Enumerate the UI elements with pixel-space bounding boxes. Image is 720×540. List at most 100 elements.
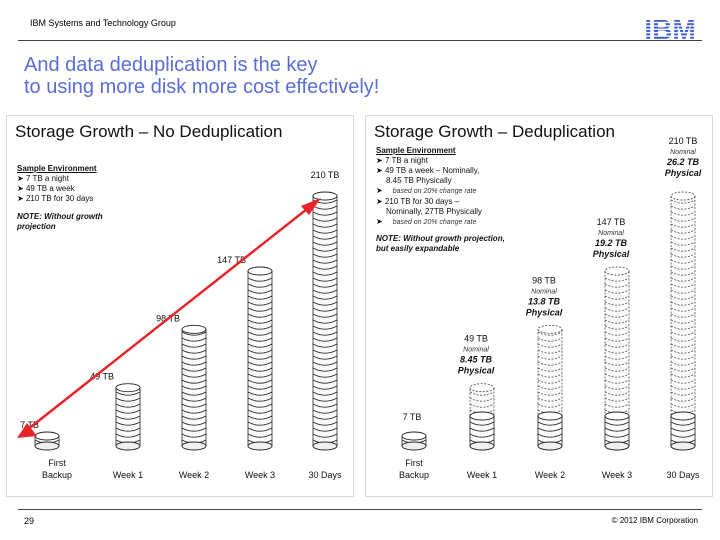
chart-no-dedup: Storage Growth – No Deduplication Sample…	[6, 115, 354, 497]
disk-stack-4-disk-ring	[312, 349, 338, 354]
growth-arrow-tail	[17, 423, 37, 438]
disk-stack-nominal-3-disk-ring	[604, 379, 630, 384]
disk-stack-physical-1-disk-ring	[469, 433, 495, 438]
ibm-logo: IBM	[644, 14, 695, 43]
disk-stack-nominal-3-disk-ring	[604, 331, 630, 336]
disk-stack-nominal-4-disk-ring	[670, 271, 696, 276]
x-tick-label: Week 2	[179, 470, 209, 480]
disk-stack-4-disk-ring	[312, 385, 338, 390]
disk-stack-3-disk-ring	[247, 403, 273, 408]
disk-stack-physical-2-disk-ring	[537, 421, 563, 426]
disk-stack-physical-4-base	[670, 441, 696, 451]
page-number: 29	[24, 516, 35, 526]
disk-stack-nominal-2-disk-ring	[537, 403, 563, 408]
disk-stack-3-disk-ring	[247, 343, 273, 348]
x-tick-label: First	[405, 458, 423, 468]
disk-stack-nominal-2-disk-ring	[537, 373, 563, 378]
x-tick-label: Week 2	[535, 470, 565, 480]
disk-stack-4-disk-ring	[312, 403, 338, 408]
physical-label: Physical	[458, 366, 495, 376]
disk-stack-nominal-4-disk-ring	[670, 211, 696, 216]
nominal-label: Nominal	[531, 288, 557, 295]
slide-headline: And data deduplication is the key to usi…	[24, 54, 379, 98]
disk-stack-3-disk-ring	[247, 421, 273, 426]
disk-stack-nominal-1-disk-ring	[469, 397, 495, 402]
disk-stack-nominal-4-disk-ring	[670, 403, 696, 408]
disk-stack-3-body	[247, 270, 273, 447]
disk-stack-4-disk-ring	[312, 253, 338, 258]
disk-stack-4-disk-ring	[312, 211, 338, 216]
x-tick-label: 30 Days	[308, 470, 342, 480]
disk-stack-physical-3-disk-ring	[604, 433, 630, 438]
disk-stack-4-disk-ring	[312, 241, 338, 246]
disk-stack-nominal-4-disk-ring	[670, 283, 696, 288]
disk-stack-nominal-4-disk-ring	[670, 379, 696, 384]
value-label: 147 TB	[597, 217, 626, 227]
disk-stack-1-top	[115, 383, 141, 393]
disk-stack-2-disk-ring	[181, 433, 207, 438]
disk-stack-physical-4-top	[670, 411, 696, 421]
disk-stack-1	[115, 383, 141, 451]
x-tick-label: Week 1	[113, 470, 143, 480]
disk-stack-physical-4-disk-ring	[670, 421, 696, 426]
disk-stack-2-disk-ring	[181, 367, 207, 372]
disk-stack-1-disk-ring	[115, 433, 141, 438]
disk-stack-3-disk-ring	[247, 397, 273, 402]
disk-stack-nominal-4	[670, 191, 696, 451]
disk-stack-physical-3-disk-ring	[604, 421, 630, 426]
disk-stack-nominal-4-disk-ring	[670, 223, 696, 228]
disk-stack-nominal-3-disk-ring	[604, 361, 630, 366]
disk-stack-4-disk-ring	[312, 433, 338, 438]
disk-stack-4-disk-ring	[312, 205, 338, 210]
disk-stack-2-disk-ring	[181, 379, 207, 384]
disk-stack-3	[247, 266, 273, 451]
disk-stack-4-disk-ring	[312, 421, 338, 426]
disk-stack-2	[181, 324, 207, 451]
sample-env-heading: Sample Environment	[17, 164, 97, 173]
disk-stack-2-disk-ring	[181, 343, 207, 348]
disk-stack-physical-1	[469, 411, 495, 451]
chart-title: Storage Growth – Deduplication	[374, 122, 615, 141]
disk-stack-nominal-4-disk-ring	[670, 277, 696, 282]
disk-stack-4-disk-ring	[312, 379, 338, 384]
disk-stack-2-disk-ring	[181, 421, 207, 426]
disk-stack-3-disk-ring	[247, 319, 273, 324]
disk-stack-physical-2	[537, 411, 563, 451]
disk-stack-nominal-4-disk-ring	[670, 235, 696, 240]
disk-stack-4-disk-ring	[312, 247, 338, 252]
x-tick-label: Week 3	[602, 470, 632, 480]
disk-stack-nominal-4-disk-ring	[670, 259, 696, 264]
disk-stack-4	[312, 191, 338, 451]
sample-env-subitem: ➤ based on 20% change rate	[376, 186, 477, 195]
disk-stack-physical-2-base	[537, 441, 563, 451]
header-group-label: IBM Systems and Technology Group	[30, 18, 176, 28]
disk-stack-2-disk-ring	[181, 373, 207, 378]
disk-stack-4-disk-ring	[312, 229, 338, 234]
disk-stack-0	[34, 431, 60, 451]
disk-stack-2-disk-ring	[181, 427, 207, 432]
disk-stack-nominal-4-disk-ring	[670, 199, 696, 204]
chart-dedup: Storage Growth – Deduplication Sample En…	[365, 115, 713, 497]
disk-stack-nominal-3-disk-ring	[604, 403, 630, 408]
disk-stack-3-disk-ring	[247, 289, 273, 294]
x-tick-label: Backup	[399, 470, 429, 480]
disk-stack-nominal-4-disk-ring	[670, 307, 696, 312]
disk-stack-nominal-4-disk-ring	[670, 373, 696, 378]
disk-stack-4-disk-ring	[312, 265, 338, 270]
disk-stack-nominal-4-disk-ring	[670, 337, 696, 342]
disk-stack-2-disk-ring	[181, 409, 207, 414]
disk-stack-4-disk-ring	[312, 391, 338, 396]
disk-stack-4-base	[312, 441, 338, 451]
disk-stack-nominal-3-disk-ring	[604, 337, 630, 342]
disk-stack-3-disk-ring	[247, 385, 273, 390]
disk-stack-physical-2-disk-ring	[537, 427, 563, 432]
x-tick-label: Backup	[42, 470, 72, 480]
sample-env-item: ➤ 7 TB a night	[376, 156, 428, 165]
disk-stack-1-body	[115, 387, 141, 447]
x-tick-label: Week 1	[467, 470, 497, 480]
disk-stack-2-disk-ring	[181, 415, 207, 420]
disk-stack-nominal-2-disk-ring	[537, 379, 563, 384]
disk-stack-3-disk-ring	[247, 379, 273, 384]
disk-stack-nominal-4-disk-ring	[670, 265, 696, 270]
disk-stack-0-top	[34, 431, 60, 441]
